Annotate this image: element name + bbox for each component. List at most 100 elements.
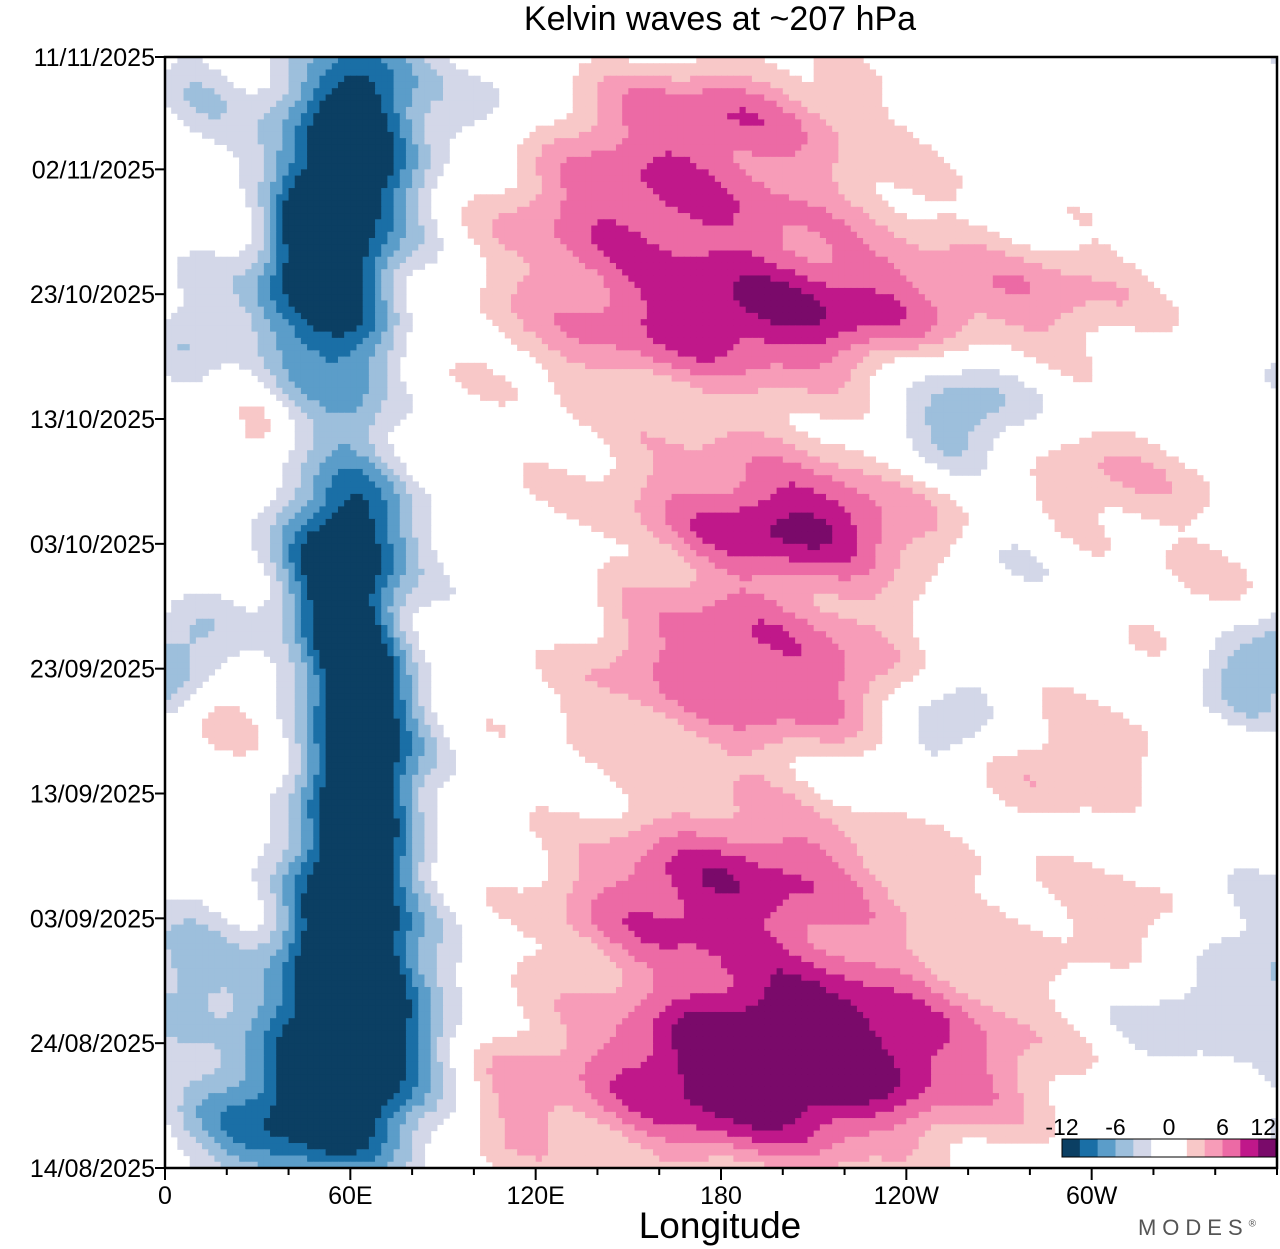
contour-cell (362, 125, 370, 133)
contour-cell (931, 294, 938, 302)
contour-cell (683, 256, 691, 264)
contour-cell (782, 219, 790, 227)
contour-cell (300, 100, 308, 108)
contour-cell (1116, 262, 1124, 270)
contour-cell (819, 206, 827, 214)
contour-cell (300, 181, 308, 189)
contour-cell (572, 275, 580, 283)
contour-cell (714, 175, 722, 183)
contour-cell (183, 256, 191, 264)
contour-cell (319, 125, 327, 133)
contour-cell (739, 156, 747, 164)
contour-cell (955, 300, 963, 308)
contour-cell (436, 119, 444, 127)
contour-cell (375, 312, 382, 320)
contour-cell (535, 138, 543, 145)
contour-cell (937, 312, 944, 320)
contour-cell (276, 106, 283, 114)
contour-cell (183, 269, 191, 277)
contour-cell (924, 150, 932, 158)
contour-cell (1005, 319, 1012, 326)
contour-cell (548, 131, 555, 139)
contour-cell (585, 181, 592, 189)
contour-cell (646, 250, 654, 258)
contour-cell (578, 250, 586, 258)
contour-cell (424, 100, 432, 108)
contour-cell (418, 69, 426, 77)
contour-cell (1005, 281, 1012, 289)
contour-cell (739, 150, 747, 158)
contour-cell (961, 294, 969, 302)
contour-cell (541, 200, 549, 208)
contour-cell (696, 163, 704, 170)
contour-cell (325, 194, 333, 202)
contour-cell (1091, 275, 1099, 283)
contour-cell (331, 88, 339, 96)
contour-cell (177, 113, 185, 121)
contour-cell (183, 312, 191, 320)
contour-cell (535, 238, 543, 245)
contour-cell (776, 306, 784, 314)
contour-cell (480, 287, 487, 295)
contour-cell (325, 138, 333, 145)
contour-cell (788, 219, 796, 227)
contour-cell (597, 300, 605, 308)
contour-cell (510, 250, 518, 258)
contour-cell (344, 200, 351, 208)
contour-cell (826, 181, 833, 189)
contour-cell (795, 163, 802, 170)
contour-cell (449, 125, 456, 133)
contour-cell (560, 156, 568, 164)
contour-cell (727, 238, 734, 245)
contour-cell (1029, 269, 1037, 277)
contour-cell (875, 138, 883, 145)
contour-cell (344, 225, 351, 233)
contour-cell (498, 225, 506, 233)
contour-cell (696, 150, 704, 158)
contour-cell (1104, 281, 1111, 289)
contour-cell (702, 244, 710, 252)
contour-cell (510, 219, 518, 227)
contour-cell (232, 287, 240, 295)
contour-cell (1147, 281, 1155, 289)
contour-cell (356, 281, 364, 289)
contour-cell (325, 269, 333, 277)
contour-cell (739, 325, 747, 333)
contour-cell (183, 100, 191, 108)
contour-cell (727, 194, 734, 202)
contour-cell (745, 319, 753, 326)
contour-cell (350, 113, 358, 121)
contour-cell (1116, 281, 1124, 289)
contour-cell (745, 238, 753, 245)
contour-cell (393, 69, 401, 77)
contour-cell (288, 287, 296, 295)
contour-cell (375, 100, 382, 108)
contour-cell (875, 163, 883, 170)
contour-cell (560, 150, 568, 158)
contour-cell (362, 275, 370, 283)
contour-cell (721, 69, 728, 77)
contour-cell (356, 181, 364, 189)
contour-cell (708, 319, 716, 326)
contour-cell (560, 138, 568, 145)
contour-cell (461, 106, 469, 114)
contour-cell (282, 294, 290, 302)
contour-cell (659, 287, 666, 295)
contour-cell (807, 138, 815, 145)
contour-cell (986, 231, 994, 239)
contour-cell (307, 106, 314, 114)
contour-cell (863, 319, 870, 326)
contour-cell (480, 81, 487, 89)
contour-cell (393, 306, 401, 314)
contour-cell (307, 319, 314, 326)
contour-cell (350, 69, 358, 77)
contour-cell (1005, 262, 1012, 270)
contour-cell (1134, 287, 1142, 295)
contour-cell (696, 188, 704, 195)
contour-cell (362, 163, 370, 170)
contour-cell (727, 213, 734, 220)
contour-cell (517, 219, 524, 227)
contour-cell (375, 231, 382, 239)
contour-cell (1116, 300, 1124, 308)
contour-cell (653, 150, 660, 158)
